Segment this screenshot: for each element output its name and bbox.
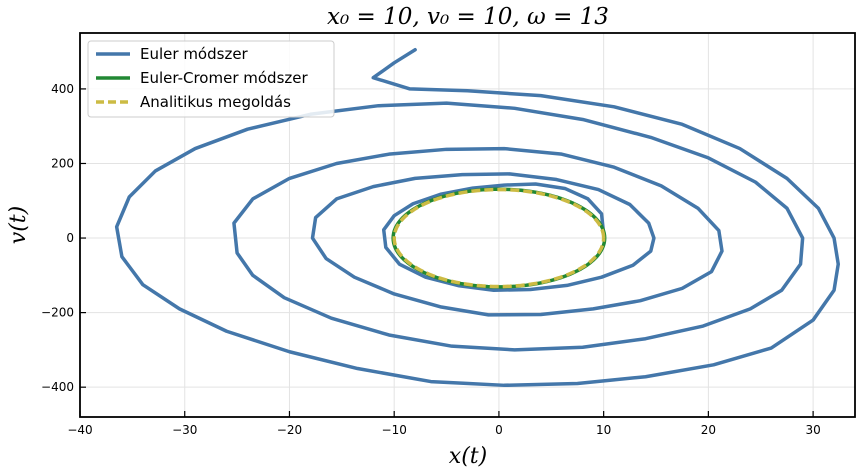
series-analytic [392, 187, 606, 289]
y-tick-label: −200 [41, 306, 74, 320]
legend-box [87, 40, 335, 118]
y-tick-label: −400 [41, 380, 74, 394]
y-axis-label: v(t) [6, 206, 31, 244]
x-tick-label: 30 [805, 423, 820, 437]
axis-ticks: −40 −30 −20 −10 0 10 20 30 −400 −200 0 200 400 [41, 82, 821, 437]
chart-title: x₀ = 10, v₀ = 10, ω = 13 [327, 4, 609, 30]
legend-label-euler-cromer: Euler-Cromer módszer [140, 69, 308, 87]
series-euler [114, 48, 840, 388]
x-tick-label: −30 [172, 423, 197, 437]
y-tick-label: 0 [66, 231, 74, 245]
y-tick-label: 400 [51, 82, 74, 96]
x-tick-label: −10 [382, 423, 407, 437]
plot-frame [79, 32, 856, 418]
legend-label-analytic: Analitikus megoldás [140, 93, 291, 111]
x-tick-label: 20 [701, 423, 716, 437]
x-axis-label: x(t) [449, 444, 487, 469]
x-tick-label: −40 [67, 423, 92, 437]
series-layer [114, 48, 840, 388]
legend: Euler módszer Euler-Cromer módszer Anali… [87, 40, 335, 118]
x-tick-label: 10 [596, 423, 611, 437]
y-tick-label: 200 [51, 156, 74, 170]
x-tick-label: −20 [277, 423, 302, 437]
x-tick-label: 0 [495, 423, 503, 437]
legend-label-euler: Euler módszer [140, 45, 249, 63]
